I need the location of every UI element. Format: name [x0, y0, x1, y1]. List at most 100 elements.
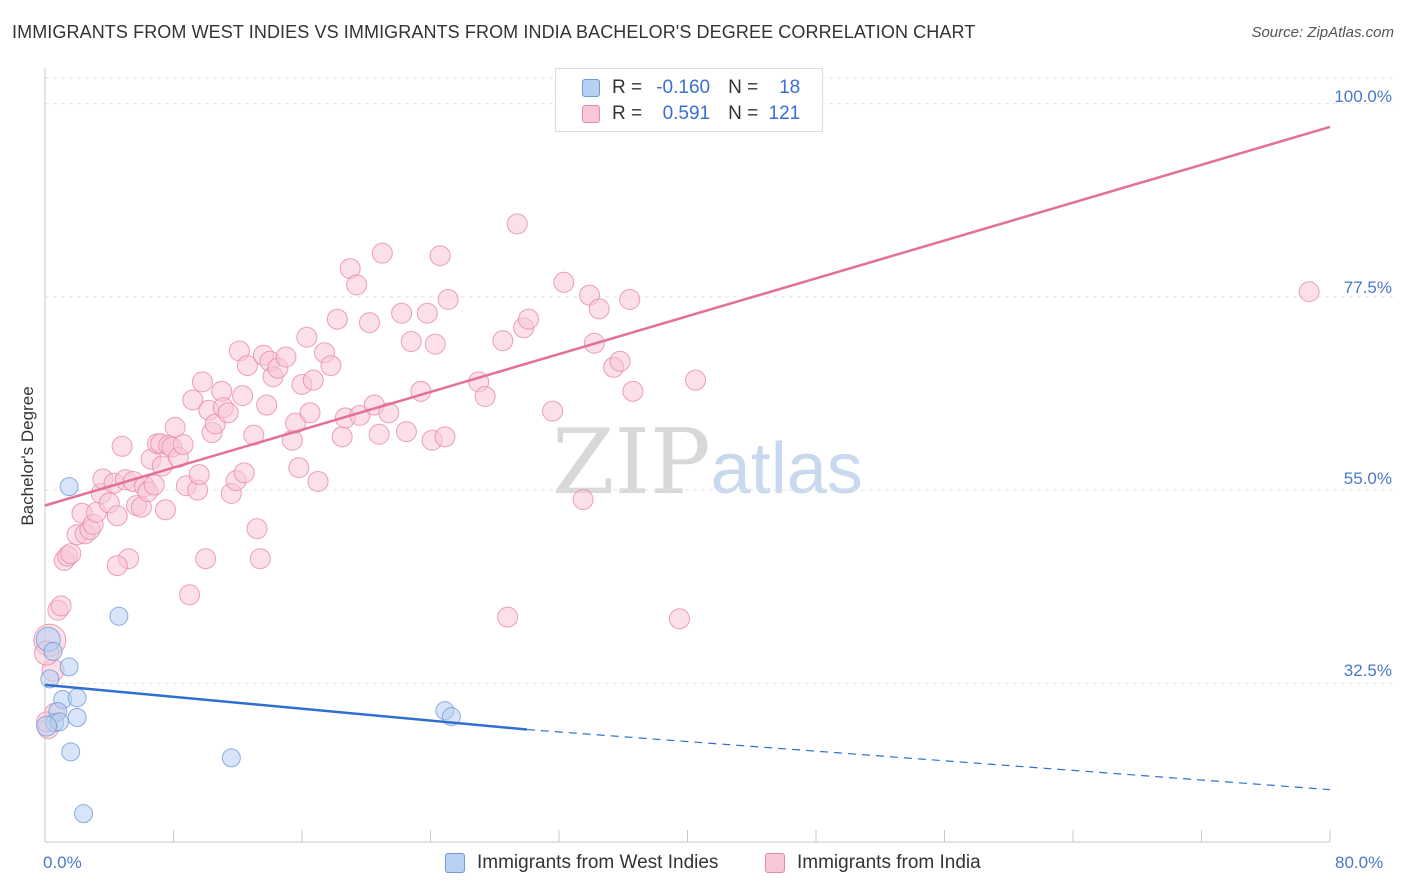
india-legend-label: Immigrants from India [797, 852, 981, 873]
india-swatch [582, 105, 600, 123]
india-point [331, 426, 353, 448]
india-point [609, 350, 631, 372]
west-indies-point [67, 708, 87, 728]
india-point [249, 548, 271, 570]
india-point [506, 213, 528, 235]
india-point [1298, 281, 1320, 303]
india-point [60, 543, 82, 565]
correlation-legend: R = -0.160 N = 18 R = 0.591 N = 121 [555, 68, 823, 132]
r-label: R = [612, 103, 643, 124]
india-point [307, 470, 329, 492]
india-point [285, 412, 307, 434]
chart-title: IMMIGRANTS FROM WEST INDIES VS IMMIGRANT… [12, 22, 976, 42]
india-trend-line [44, 125, 1331, 507]
india-n-value: 121 [768, 103, 801, 124]
west-indies-point [59, 477, 79, 497]
west-indies-n-value: 18 [779, 77, 801, 98]
india-point [232, 385, 254, 407]
india-point [368, 423, 390, 445]
india-point [106, 555, 128, 577]
india-point [588, 298, 610, 320]
india-point [236, 355, 258, 377]
source-label: Source: ZipAtlas.com [1251, 24, 1394, 41]
india-point [111, 435, 133, 457]
india-point [572, 488, 594, 510]
india-point [517, 308, 539, 330]
n-label: N = [728, 77, 759, 98]
india-point [542, 400, 564, 422]
india-point [195, 548, 217, 570]
india-point [619, 288, 641, 310]
india-point [424, 333, 446, 355]
india-point [188, 464, 210, 486]
y-tick-label: 77.5% [1343, 278, 1392, 297]
india-point [346, 274, 368, 296]
india-point [106, 505, 128, 527]
r-label: R = [612, 77, 643, 98]
india-point [553, 271, 575, 293]
india-point [395, 421, 417, 443]
west-indies-point [61, 742, 81, 762]
india-point [233, 462, 255, 484]
india-r-value: 0.591 [662, 103, 711, 124]
india-point [400, 331, 422, 353]
west-indies-legend-swatch [445, 853, 465, 873]
india-point [275, 346, 297, 368]
india-point [154, 499, 176, 521]
legend-row-india: R = 0.591 N = 121 [582, 102, 800, 126]
india-point [474, 385, 496, 407]
west-indies-point [36, 715, 58, 737]
west-indies-point [109, 606, 129, 626]
india-point [299, 402, 321, 424]
india-point [217, 402, 239, 424]
west-indies-trend-line [44, 683, 527, 731]
india-point [668, 608, 690, 630]
india-point [50, 595, 72, 617]
india-point [151, 455, 173, 477]
india-point [434, 426, 456, 448]
india-point [296, 326, 318, 348]
y-tick-label: 32.5% [1343, 661, 1392, 680]
india-point [302, 369, 324, 391]
india-point [685, 369, 707, 391]
y-axis-title: Bachelor's Degree [18, 386, 37, 526]
india-point [358, 312, 380, 334]
india-point [416, 302, 438, 324]
watermark-atlas: atlas [710, 429, 863, 509]
west-indies-point [40, 669, 60, 689]
legend-item-west-indies: Immigrants from West Indies [445, 852, 718, 874]
legend-row-west-indies: R = -0.160 N = 18 [582, 76, 800, 100]
india-point [497, 606, 519, 628]
india-point [182, 389, 204, 411]
west-indies-point [67, 688, 87, 708]
india-point [371, 242, 393, 264]
west-indies-point [59, 657, 79, 677]
n-label: N = [728, 103, 759, 124]
india-point [246, 518, 268, 540]
india-point [191, 371, 213, 393]
india-point [622, 380, 644, 402]
india-point [391, 302, 413, 324]
x-tick-label-min: 0.0% [43, 853, 82, 872]
west-indies-legend-label: Immigrants from West Indies [477, 852, 719, 873]
india-point [164, 416, 186, 438]
west-indies-swatch [582, 79, 600, 97]
india-point [492, 330, 514, 352]
india-point [410, 380, 432, 402]
india-point [378, 402, 400, 424]
india-point [437, 288, 459, 310]
west-indies-r-value: -0.160 [656, 77, 711, 98]
india-point [320, 355, 342, 377]
india-point [429, 245, 451, 267]
india-point [288, 457, 310, 479]
y-tick-label: 100.0% [1334, 87, 1392, 106]
x-tick-label-max: 80.0% [1335, 853, 1384, 872]
west-indies-trend-extension [526, 728, 1331, 791]
west-indies-point [74, 804, 94, 824]
west-indies-point [43, 641, 63, 661]
india-point [179, 584, 201, 606]
india-point [172, 434, 194, 456]
india-point [256, 394, 278, 416]
west-indies-point [221, 748, 241, 768]
